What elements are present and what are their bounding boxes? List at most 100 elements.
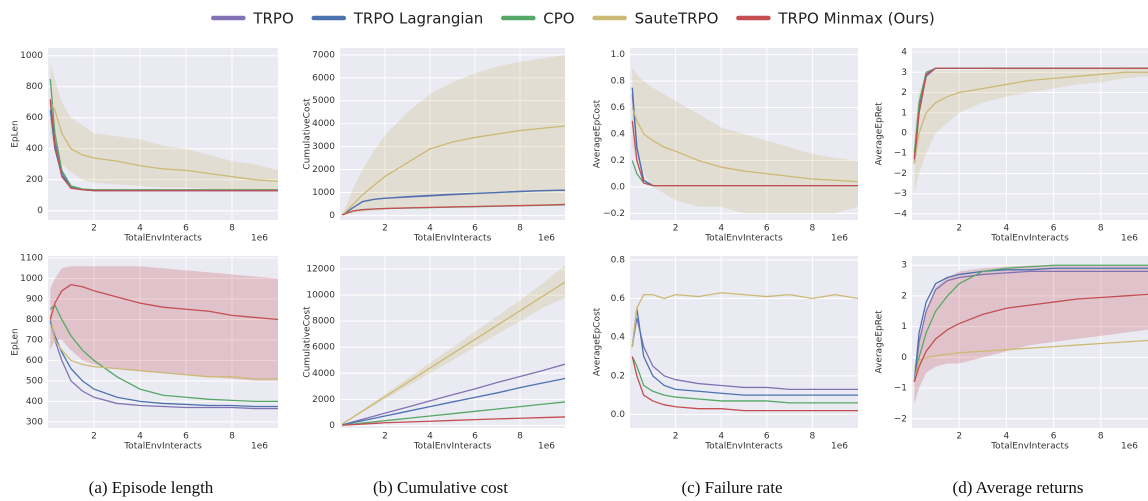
y-tick-label: 6000: [312, 73, 335, 83]
x-tick-label: 4: [718, 224, 724, 234]
series-line: [49, 319, 278, 410]
x-axis-label: TotalEnvInteracts: [123, 234, 202, 244]
x-tick-label: 2: [382, 224, 388, 234]
confidence-band: [914, 265, 1148, 404]
x-tick-label: 2: [382, 432, 388, 442]
y-axis-label: AverageEpRet: [875, 310, 885, 374]
y-tick-label: 5000: [312, 96, 335, 106]
y-tick-label: 1000: [20, 51, 43, 61]
y-tick-label: 1000: [312, 188, 335, 198]
confidence-band: [632, 67, 858, 214]
y-axis-label: CumulativeCost: [303, 306, 313, 378]
x-tick-label: 6: [472, 432, 478, 442]
x-offset-label: 1e6: [251, 442, 268, 452]
y-tick-label: 2: [901, 88, 907, 98]
x-tick-label: 4: [718, 432, 724, 442]
series-line: [342, 203, 565, 216]
subplot: −0.2 0.0 0.2 0.4 0.6 0.8 1.0 2 4 6 8 TotalEnvIntera…: [593, 48, 858, 244]
series-line: [631, 292, 858, 347]
y-tick-label: 0: [329, 421, 335, 431]
series-line: [49, 315, 278, 380]
x-tick-label: 8: [1098, 224, 1104, 234]
y-tick-label: −1: [894, 149, 907, 159]
series-line: [913, 339, 1148, 383]
confidence-band: [50, 63, 278, 191]
y-tick-label: 0.6: [611, 103, 626, 113]
x-tick-label: 8: [517, 432, 523, 442]
y-tick-label: 0.4: [611, 333, 626, 343]
y-tick-label: 2000: [312, 395, 335, 405]
y-tick-label: 0: [329, 211, 335, 221]
y-tick-label: 4000: [312, 119, 335, 129]
y-tick-label: 0.8: [611, 255, 626, 265]
x-tick-label: 6: [183, 224, 189, 234]
caption: (b) Cumulative cost: [373, 478, 508, 497]
y-tick-label: 3: [901, 68, 907, 78]
series-line: [342, 377, 565, 426]
x-tick-label: 6: [183, 432, 189, 442]
legend-label: CPO: [543, 10, 574, 28]
series-line: [49, 304, 278, 403]
x-tick-label: 6: [1051, 432, 1057, 442]
x-tick-label: 8: [810, 432, 816, 442]
subplot: 0.0 0.2 0.4 0.6 0.8 2 4 6 8 TotalEnvInteracts 1e6 A…: [593, 255, 858, 452]
y-tick-label: 3: [901, 261, 907, 271]
subplot: −2 −1 0 1 2 3 2 4 6 8 TotalEnvInteracts 1e6 AverageE…: [875, 256, 1148, 452]
x-tick-label: 2: [673, 224, 679, 234]
x-offset-label: 1e6: [831, 234, 848, 244]
x-axis-label: TotalEnvInteracts: [123, 442, 202, 452]
y-tick-label: 6000: [312, 343, 335, 353]
series-line: [49, 283, 278, 321]
y-tick-label: 600: [26, 356, 43, 366]
plot-marks: [913, 67, 1148, 194]
y-axis-label: AverageEpCost: [593, 99, 603, 168]
series-line: [631, 317, 858, 390]
legend: TRPO TRPO Lagrangian CPO SauteTRPO TRPO Minm…: [211, 10, 935, 28]
x-tick-label: 2: [91, 432, 97, 442]
series-line: [342, 416, 565, 426]
series-line: [913, 264, 1148, 383]
y-tick-label: 0.6: [611, 294, 626, 304]
y-tick-label: 0.2: [611, 156, 625, 166]
caption: (a) Episode length: [89, 478, 214, 497]
series-line: [49, 78, 278, 191]
y-tick-label: −2: [894, 414, 907, 424]
plot-area: [912, 48, 1148, 220]
y-tick-label: 2000: [312, 165, 335, 175]
series-line: [913, 67, 1148, 160]
series-line: [341, 189, 565, 216]
series-line: [631, 107, 858, 183]
plot-marks: [631, 292, 858, 412]
x-tick-label: 4: [137, 432, 143, 442]
x-tick-label: 8: [517, 224, 523, 234]
series-line: [913, 71, 1148, 164]
y-axis-label: AverageEpRet: [875, 102, 885, 166]
y-tick-label: −3: [894, 189, 907, 199]
plot-area: [48, 48, 278, 220]
y-tick-label: 0.2: [611, 371, 625, 381]
plot-area: [912, 256, 1148, 428]
x-tick-label: 4: [1004, 224, 1010, 234]
y-tick-label: 12000: [306, 265, 335, 275]
y-tick-label: 4000: [312, 369, 335, 379]
y-tick-label: 600: [26, 113, 43, 123]
y-tick-label: 0.4: [611, 130, 626, 140]
caption: (d) Average returns: [953, 478, 1084, 497]
y-tick-label: 1: [901, 108, 907, 118]
y-tick-label: 500: [26, 376, 43, 386]
y-tick-label: 0.0: [611, 410, 626, 420]
y-tick-label: 3000: [312, 142, 335, 152]
y-tick-label: 8000: [312, 317, 335, 327]
x-tick-label: 2: [673, 432, 679, 442]
x-tick-label: 8: [229, 432, 235, 442]
series-line: [913, 267, 1148, 382]
x-axis-label: TotalEnvInteracts: [990, 234, 1069, 244]
y-tick-label: 1.0: [611, 50, 626, 60]
series-line: [631, 308, 858, 396]
x-tick-label: 6: [1051, 224, 1057, 234]
y-tick-label: 400: [26, 144, 43, 154]
confidence-band: [342, 54, 565, 216]
y-tick-label: 7000: [312, 50, 335, 60]
plot-marks: [913, 264, 1148, 404]
subplot: −4 −3 −2 −1 0 1 2 3 4 2 4 6 8 TotalEnvInteracts 1e6 Ave…: [875, 48, 1148, 244]
